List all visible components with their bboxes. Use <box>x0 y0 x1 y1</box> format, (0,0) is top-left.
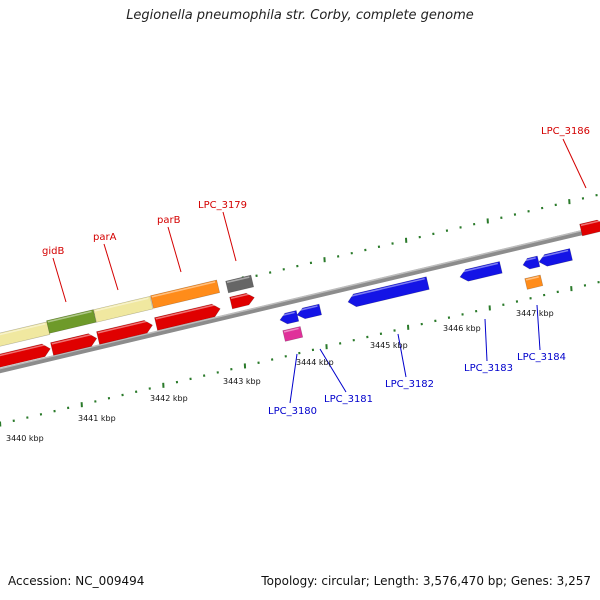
gene-forward-1-shine <box>0 343 48 359</box>
gene-gidB-shine <box>47 310 92 323</box>
gene-region-left-shape <box>0 321 51 349</box>
gene-parA[interactable] <box>93 295 154 323</box>
gene-forward-1-shape <box>0 343 51 370</box>
scale-label-3447: 3447 kbp <box>516 309 554 318</box>
lower-tick-track <box>0 280 600 427</box>
gene-forward-5[interactable] <box>229 292 256 310</box>
gene-reverse-small-shape <box>522 255 541 270</box>
scale-label-3441: 3441 kbp <box>78 414 116 423</box>
gene-LPC_3179-shape <box>225 274 255 294</box>
gene-rna-magenta[interactable] <box>282 326 304 342</box>
leader-line <box>397 333 407 378</box>
leader-line <box>289 353 298 404</box>
gene-forward-1[interactable] <box>0 342 52 370</box>
gene-label-LPC_3182[interactable]: LPC_3182 <box>385 379 434 390</box>
scale-label-3443: 3443 kbp <box>223 377 261 386</box>
leader-line <box>103 243 119 291</box>
gene-gidB[interactable] <box>46 309 97 334</box>
gene-rna-magenta-shape <box>282 326 304 342</box>
gene-LPC_3182[interactable] <box>347 276 430 309</box>
gene-forward-5-shape <box>229 292 255 310</box>
gene-label-parA[interactable]: parA <box>93 232 117 243</box>
gene-LPC_3179-shine <box>226 276 250 284</box>
genome-backbone-highlight <box>0 225 600 370</box>
gene-LPC_3184-shape <box>538 248 573 267</box>
gene-label-LPC_3184[interactable]: LPC_3184 <box>517 352 566 363</box>
gene-parB-shine <box>151 281 216 298</box>
gene-forward-4[interactable] <box>154 302 222 331</box>
gene-forward-2-shine <box>51 333 94 345</box>
gene-label-LPC_3183[interactable]: LPC_3183 <box>464 363 513 374</box>
gene-label-LPC_3186[interactable]: LPC_3186 <box>541 126 590 137</box>
gene-parB-shape <box>150 279 221 309</box>
map-title: Legionella pneumophila str. Corby, compl… <box>126 8 474 23</box>
gene-region-left-shine <box>0 323 46 338</box>
gene-gidB-shape <box>46 309 97 334</box>
gene-region-left[interactable] <box>0 321 51 349</box>
leader-line <box>536 304 541 351</box>
scale-label-3442: 3442 kbp <box>150 394 188 403</box>
reverse-strand-genes <box>279 248 573 342</box>
forward-strand-genes <box>0 218 600 370</box>
gene-LPC_3186-shine <box>580 219 600 227</box>
leader-line <box>167 226 182 273</box>
gene-LPC_3180-shine <box>279 311 295 317</box>
gene-LPC_3186[interactable] <box>579 218 600 237</box>
gene-LPC_3179[interactable] <box>225 274 255 294</box>
leader-line <box>562 138 587 189</box>
gene-label-gidB[interactable]: gidB <box>42 246 64 257</box>
gene-LPC_3183[interactable] <box>459 261 503 282</box>
gene-LPC_3180-shape <box>279 310 300 325</box>
gene-forward-2[interactable] <box>50 332 99 356</box>
genome-summary-text: Topology: circular; Length: 3,576,470 bp… <box>261 574 591 588</box>
leader-line <box>52 257 67 303</box>
gene-LPC_3181-shine <box>296 305 318 312</box>
accession-text: Accession: NC_009494 <box>8 574 145 588</box>
scale-label-3444: 3444 kbp <box>296 358 334 367</box>
gene-LPC_3182-shape <box>347 276 430 308</box>
gene-forward-4-shape <box>154 303 221 331</box>
scale-label-3445: 3445 kbp <box>370 341 408 350</box>
gene-LPC_3184-shine <box>538 249 569 259</box>
gene-reverse-small-shine <box>522 257 536 262</box>
gene-label-LPC_3179[interactable]: LPC_3179 <box>198 200 247 211</box>
gene-small-orange-shape <box>524 274 544 290</box>
gene-parA-shape <box>93 295 154 323</box>
gene-LPC_3182-shine <box>347 277 425 298</box>
label-leader-lines <box>52 138 587 404</box>
leader-line <box>222 211 237 262</box>
leader-line <box>319 348 347 393</box>
genome-backbone <box>0 225 600 374</box>
leader-line <box>484 318 488 362</box>
gene-LPC_3186-shape <box>579 219 600 237</box>
gene-label-LPC_3180[interactable]: LPC_3180 <box>268 406 317 417</box>
gene-LPC_3181-shape <box>296 303 322 320</box>
gene-reverse-small[interactable] <box>522 255 541 270</box>
gene-LPC_3181[interactable] <box>296 303 322 320</box>
scale-label-3446: 3446 kbp <box>443 324 481 333</box>
gene-small-orange[interactable] <box>524 274 544 290</box>
gene-forward-3-shine <box>97 319 150 334</box>
gene-LPC_3183-shine <box>459 262 499 274</box>
gene-LPC_3184[interactable] <box>538 248 573 268</box>
gene-parA-shine <box>94 297 149 312</box>
gene-forward-3-shape <box>96 320 153 345</box>
gene-parB[interactable] <box>150 279 221 309</box>
gene-LPC_3180[interactable] <box>279 310 300 325</box>
scale-label-3440: 3440 kbp <box>6 434 44 443</box>
gene-forward-4-shine <box>155 303 218 320</box>
gene-label-LPC_3181[interactable]: LPC_3181 <box>324 394 373 405</box>
gene-forward-2-shape <box>50 333 98 356</box>
gene-forward-3[interactable] <box>96 319 154 345</box>
gene-LPC_3183-shape <box>459 261 503 282</box>
gene-label-parB[interactable]: parB <box>157 215 181 226</box>
gene-small-orange-shine <box>525 276 539 281</box>
gene-rna-magenta-shine <box>283 327 299 333</box>
gene-forward-5-shine <box>230 292 252 300</box>
